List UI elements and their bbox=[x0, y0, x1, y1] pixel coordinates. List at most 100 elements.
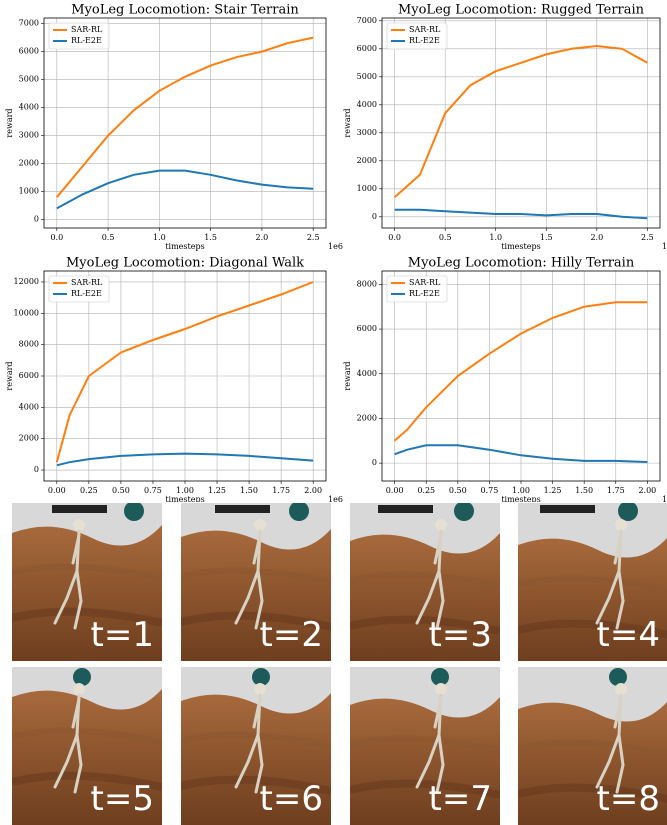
legend-label: SAR-RL bbox=[409, 25, 441, 34]
x-tick-label: 0.75 bbox=[481, 486, 499, 495]
x-tick-label: 1.00 bbox=[512, 486, 530, 495]
frame-label: t=1 bbox=[91, 615, 154, 655]
x-tick-label: 0.00 bbox=[48, 486, 66, 495]
y-tick-label: 2000 bbox=[357, 413, 377, 422]
legend-label: SAR-RL bbox=[71, 278, 103, 287]
y-tick-label: 2000 bbox=[357, 156, 377, 165]
y-tick-label: 4000 bbox=[357, 369, 377, 378]
frame: t=2 bbox=[181, 503, 331, 661]
x-tick-label: 1.5 bbox=[204, 233, 217, 242]
x-tick-label: 0.25 bbox=[417, 486, 435, 495]
y-tick-label: 0 bbox=[34, 215, 39, 224]
frame-label: t=5 bbox=[91, 779, 154, 819]
x-tick-label: 0.50 bbox=[112, 486, 130, 495]
frame: t=7 bbox=[350, 667, 500, 825]
x-tick-label: 2.5 bbox=[641, 233, 654, 242]
y-tick-label: 7000 bbox=[19, 19, 39, 28]
chart-title: MyoLeg Locomotion: Hilly Terrain bbox=[408, 256, 635, 271]
x-tick-label: 1.50 bbox=[240, 486, 258, 495]
x-offset-label: 1e6 bbox=[662, 495, 667, 502]
x-tick-label: 0.25 bbox=[80, 486, 98, 495]
y-tick-label: 7000 bbox=[357, 16, 377, 25]
y-tick-label: 6000 bbox=[19, 47, 39, 56]
chart-title: MyoLeg Locomotion: Rugged Terrain bbox=[398, 3, 645, 18]
frame: t=6 bbox=[181, 667, 331, 825]
y-axis-label: reward bbox=[5, 361, 14, 390]
series-line bbox=[395, 46, 648, 197]
legend-label: RL-E2E bbox=[71, 289, 102, 298]
y-tick-label: 1000 bbox=[19, 187, 39, 196]
y-tick-label: 6000 bbox=[357, 324, 377, 333]
series-line bbox=[57, 171, 313, 209]
x-offset-label: 1e6 bbox=[328, 242, 343, 251]
x-tick-label: 1.00 bbox=[176, 486, 194, 495]
legend-label: SAR-RL bbox=[71, 25, 103, 34]
y-tick-label: 6000 bbox=[357, 44, 377, 53]
x-tick-label: 1.5 bbox=[540, 233, 553, 242]
y-tick-label: 6000 bbox=[19, 371, 39, 380]
page: 0 1000 2000 3000 4000 5000 6000 7000 0.0 0.5 1.0 1.… bbox=[0, 0, 667, 825]
x-tick-label: 1.75 bbox=[607, 486, 625, 495]
x-tick-label: 2.00 bbox=[304, 486, 322, 495]
legend-label: RL-E2E bbox=[71, 36, 102, 45]
y-tick-label: 4000 bbox=[357, 100, 377, 109]
x-tick-label: 0.00 bbox=[386, 486, 404, 495]
y-tick-label: 2000 bbox=[19, 159, 39, 168]
x-tick-label: 1.0 bbox=[153, 233, 166, 242]
y-tick-label: 4000 bbox=[19, 402, 39, 411]
y-tick-label: 0 bbox=[372, 212, 377, 221]
x-axis-label: timesteps bbox=[501, 242, 540, 251]
x-tick-label: 1.75 bbox=[272, 486, 290, 495]
y-tick-label: 0 bbox=[34, 465, 39, 474]
x-tick-label: 0.75 bbox=[144, 486, 162, 495]
frame-label: t=3 bbox=[429, 615, 492, 655]
x-tick-label: 2.5 bbox=[307, 233, 320, 242]
x-tick-label: 0.50 bbox=[449, 486, 467, 495]
legend-label: SAR-RL bbox=[409, 278, 441, 287]
chart-title: MyoLeg Locomotion: Stair Terrain bbox=[71, 3, 299, 18]
x-tick-label: 2.00 bbox=[638, 486, 656, 495]
x-axis-label: timesteps bbox=[165, 242, 204, 251]
y-tick-label: 3000 bbox=[19, 131, 39, 140]
frame: t=8 bbox=[518, 667, 667, 825]
x-tick-label: 0.5 bbox=[102, 233, 115, 242]
x-axis-label: timesteps bbox=[501, 495, 540, 502]
x-tick-label: 2.0 bbox=[256, 233, 269, 242]
y-axis-label: reward bbox=[343, 108, 352, 137]
y-tick-label: 4000 bbox=[19, 103, 39, 112]
plot-frame bbox=[382, 18, 660, 228]
frame-label: t=6 bbox=[260, 779, 323, 819]
y-tick-label: 8000 bbox=[19, 340, 39, 349]
x-tick-label: 0.0 bbox=[388, 233, 401, 242]
x-offset-label: 1e6 bbox=[662, 242, 667, 251]
frame-label: t=7 bbox=[429, 779, 492, 819]
chart-title: MyoLeg Locomotion: Diagonal Walk bbox=[66, 256, 304, 271]
y-tick-label: 8000 bbox=[357, 279, 377, 288]
y-axis-label: reward bbox=[5, 108, 14, 137]
y-tick-label: 12000 bbox=[14, 277, 39, 286]
x-tick-label: 0.5 bbox=[439, 233, 452, 242]
x-tick-label: 1.25 bbox=[544, 486, 562, 495]
legend-label: RL-E2E bbox=[409, 36, 440, 45]
x-tick-label: 1.50 bbox=[575, 486, 593, 495]
frame: t=1 bbox=[12, 503, 162, 661]
y-axis-label: reward bbox=[343, 361, 352, 390]
frame: t=5 bbox=[12, 667, 162, 825]
x-offset-label: 1e6 bbox=[328, 495, 343, 502]
x-tick-label: 2.0 bbox=[590, 233, 603, 242]
y-tick-label: 5000 bbox=[19, 75, 39, 84]
x-tick-label: 1.0 bbox=[489, 233, 502, 242]
charts: 0 1000 2000 3000 4000 5000 6000 7000 0.0 0.5 1.0 1.… bbox=[0, 0, 667, 502]
plot-frame bbox=[44, 18, 326, 228]
y-tick-label: 3000 bbox=[357, 128, 377, 137]
x-tick-label: 1.25 bbox=[208, 486, 226, 495]
y-tick-label: 2000 bbox=[19, 434, 39, 443]
frame: t=4 bbox=[518, 503, 667, 661]
legend-label: RL-E2E bbox=[409, 289, 440, 298]
frame-label: t=2 bbox=[260, 615, 323, 655]
frame: t=3 bbox=[350, 503, 500, 661]
y-tick-label: 10000 bbox=[14, 308, 39, 317]
series-line bbox=[57, 38, 313, 198]
frame-label: t=4 bbox=[597, 615, 660, 655]
y-tick-label: 0 bbox=[372, 458, 377, 467]
